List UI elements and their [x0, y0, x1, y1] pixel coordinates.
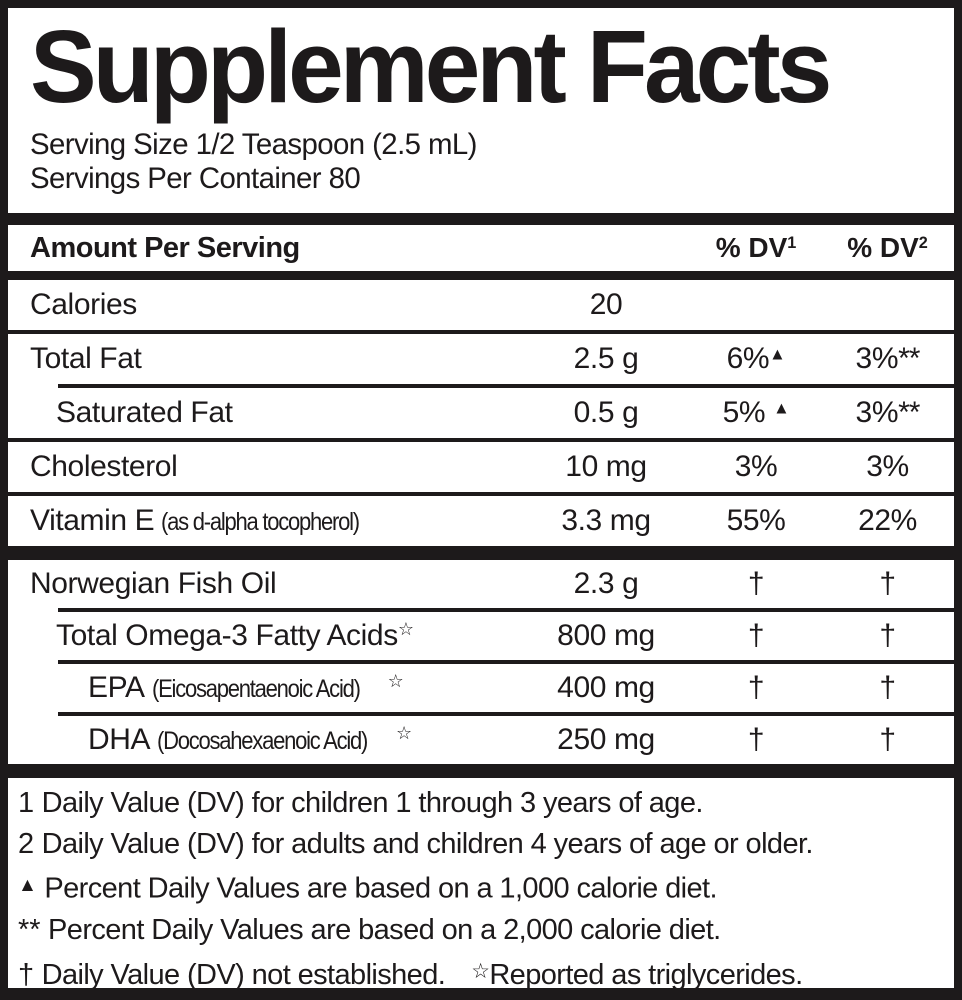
dv2-column-header: % DV2: [847, 232, 928, 263]
label-title: Supplement Facts: [30, 9, 832, 124]
dv1-value: 55%: [726, 504, 786, 537]
triangle-footnote-icon: ▲: [18, 875, 37, 896]
dv1-superscript: 1: [787, 234, 797, 253]
row-separator-indented: [58, 712, 954, 716]
column-header-row: Amount Per Serving % DV1 % DV2: [8, 225, 954, 271]
star-footnote-icon: ☆: [395, 723, 413, 744]
double-asterisk-footnote-icon: **: [898, 396, 920, 429]
dv2-value: 22%: [858, 504, 917, 537]
nutrient-row-total-fat: Total Fat 2.5 g 6%▲ 3%**: [8, 334, 954, 384]
nutrient-row-norwegian-fish-oil: Norwegian Fish Oil 2.3 g † †: [8, 560, 954, 608]
nutrient-amount: 2.3 g: [573, 567, 639, 600]
nutrient-name: EPA (Eicosapentaenoic Acid) ☆: [88, 671, 404, 704]
dv2-value: 3%: [866, 450, 909, 483]
nutrient-name: Saturated Fat: [56, 396, 233, 429]
footnote-dagger-and-star: † Daily Value (DV) not established. ☆Repo…: [18, 951, 942, 988]
nutrient-name-note: (Docosahexaenoic Acid): [157, 727, 368, 755]
section-divider-bar: [8, 764, 954, 778]
row-separator: [8, 492, 954, 496]
dv1-column-header: % DV1: [715, 232, 797, 263]
nutrient-name: Vitamin E (as d-alpha tocopherol): [30, 504, 360, 537]
dv1-value: 6%▲: [726, 342, 786, 375]
dv2-value: †: [879, 567, 896, 600]
nutrient-name-note: (Eicosapentaenoic Acid): [151, 675, 361, 703]
footnote-triangle: ▲ Percent Daily Values are based on a 1,…: [18, 872, 718, 905]
nutrient-row-calories: Calories 20: [8, 280, 954, 330]
nutrient-row-epa: EPA (Eicosapentaenoic Acid) ☆ 400 mg † †: [8, 664, 954, 712]
nutrient-amount: 10 mg: [565, 450, 647, 483]
dv2-value: †: [879, 671, 896, 704]
double-asterisk-footnote-icon: **: [18, 913, 41, 946]
dv1-value: 5% ▲: [722, 396, 790, 429]
nutrient-name-note: (as d-alpha tocopherol): [161, 508, 360, 536]
dv1-value: †: [747, 619, 765, 652]
dv1-value: †: [747, 723, 765, 756]
nutrient-row-saturated-fat: Saturated Fat 0.5 g 5% ▲ 3%**: [8, 388, 954, 438]
star-footnote-icon: ☆: [397, 619, 414, 640]
star-footnote-icon: ☆: [471, 959, 490, 983]
dv1-value: 3%: [734, 450, 778, 483]
nutrient-section: Calories 20 Total Fat 2.5 g 6%▲ 3%** Sat…: [8, 280, 954, 546]
amount-per-serving-header: Amount Per Serving: [30, 231, 300, 264]
row-separator: [8, 438, 954, 442]
nutrient-amount: 800 mg: [557, 619, 655, 652]
triangle-footnote-icon: ▲: [773, 398, 790, 418]
nutrient-amount: 3.3 mg: [561, 504, 651, 537]
star-footnote-icon: ☆: [387, 671, 404, 692]
section-divider-bar: [8, 546, 954, 560]
dv2-value: †: [879, 723, 896, 756]
nutrient-name: Total Fat: [30, 342, 142, 375]
footnote-dv1: 1 Daily Value (DV) for children 1 throug…: [18, 787, 703, 819]
row-separator: [8, 330, 954, 334]
dv2-value: 3%**: [855, 342, 921, 375]
servings-per-container: Servings Per Container 80: [30, 162, 361, 196]
dv1-value: †: [747, 567, 765, 600]
serving-size: Serving Size 1/2 Teaspoon (2.5 mL): [30, 128, 477, 162]
section-divider-bar: [8, 271, 954, 280]
triangle-footnote-icon: ▲: [769, 344, 786, 364]
nutrient-name: Cholesterol: [30, 450, 178, 483]
dv1-value: †: [747, 671, 765, 704]
nutrient-name: Total Omega-3 Fatty Acids☆: [56, 619, 414, 652]
nutrient-name: Calories: [30, 288, 137, 321]
nutrient-row-omega3: Total Omega-3 Fatty Acids☆ 800 mg † †: [8, 612, 954, 660]
nutrient-amount: 400 mg: [557, 671, 655, 704]
nutrient-amount: 2.5 g: [573, 342, 639, 375]
nutrient-name: DHA (Docosahexaenoic Acid) ☆: [88, 723, 413, 756]
dagger-footnote-icon: †: [18, 958, 35, 988]
footnote-double-asterisk: ** Percent Daily Values are based on a 2…: [18, 913, 721, 946]
row-separator-indented: [58, 660, 954, 664]
nutrient-row-dha: DHA (Docosahexaenoic Acid) ☆ 250 mg † †: [8, 716, 954, 764]
dv2-value: 3%**: [855, 396, 921, 429]
nutrient-amount: 250 mg: [557, 723, 655, 756]
row-separator-indented: [58, 384, 954, 388]
nutrient-amount: 20: [589, 288, 623, 321]
footnote-dv2: 2 Daily Value (DV) for adults and childr…: [18, 828, 813, 860]
dv2-value: †: [879, 619, 896, 652]
row-separator-indented: [58, 608, 954, 612]
double-asterisk-footnote-icon: **: [898, 342, 920, 375]
section-divider-bar: [8, 213, 954, 225]
nutrient-amount: 0.5 g: [573, 396, 639, 429]
nutrient-row-vitamin-e: Vitamin E (as d-alpha tocopherol) 3.3 mg …: [8, 496, 954, 546]
nutrient-row-cholesterol: Cholesterol 10 mg 3% 3%: [8, 442, 954, 492]
fish-oil-section: Norwegian Fish Oil 2.3 g † † Total Omega…: [8, 560, 954, 764]
dv2-superscript: 2: [918, 234, 928, 253]
footnotes-section: 1 Daily Value (DV) for children 1 throug…: [8, 778, 954, 988]
nutrient-name: Norwegian Fish Oil: [30, 567, 277, 600]
title-section: Supplement Facts Serving Size 1/2 Teaspo…: [8, 8, 954, 213]
